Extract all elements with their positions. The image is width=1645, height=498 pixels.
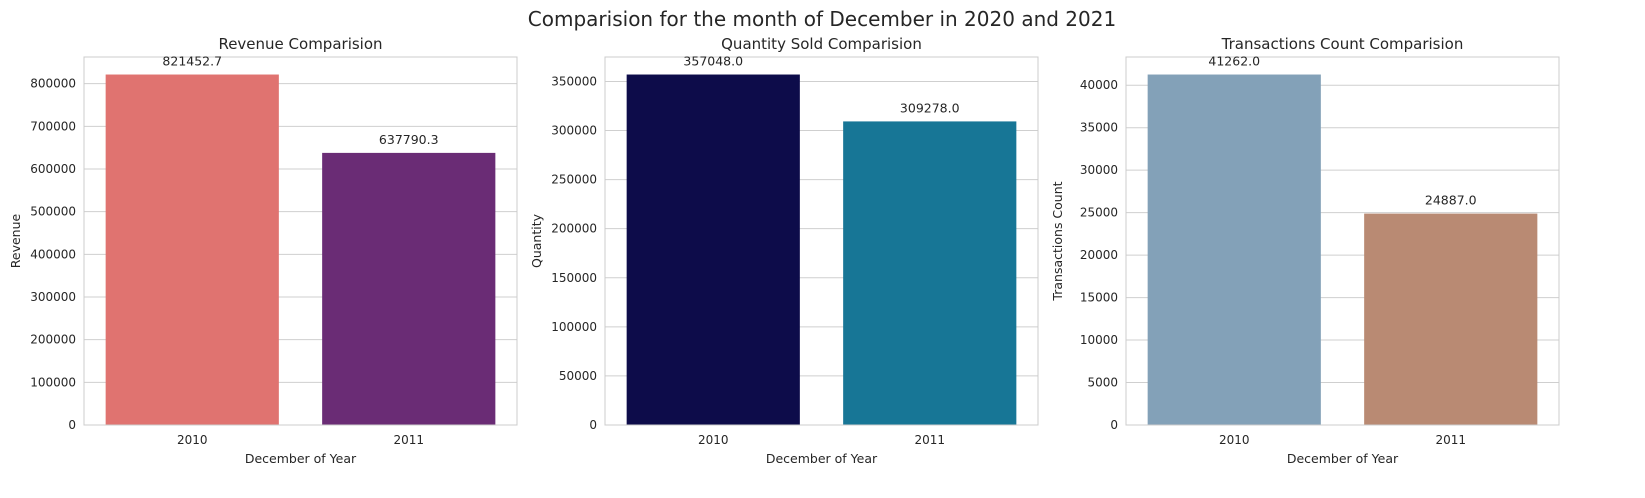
bar-2010 bbox=[1147, 74, 1321, 425]
y-tick-label: 250000 bbox=[551, 173, 597, 187]
y-tick-label: 200000 bbox=[30, 333, 76, 347]
y-tick-label: 600000 bbox=[30, 162, 76, 176]
chart-panel-1: 0 100000 200000 300000 400000 500000 600000 700… bbox=[8, 35, 518, 466]
axes-frame bbox=[83, 56, 518, 426]
axes-container: 0100000200000300000400000500000600000700… bbox=[8, 35, 1560, 466]
bar-2010 bbox=[626, 74, 800, 425]
y-axis-label: Quantity bbox=[529, 213, 544, 268]
bar-2010 bbox=[105, 74, 279, 425]
y-axis-label: Transactions Count bbox=[1050, 181, 1065, 301]
y-tick-label: 50000 bbox=[559, 369, 597, 383]
y-tick-label: 150000 bbox=[551, 271, 597, 285]
x-axis-label: December of Year bbox=[766, 451, 878, 466]
data-label: 637790.3 bbox=[379, 132, 439, 147]
data-label: 357048.0 bbox=[683, 54, 743, 69]
y-tick-label: 500000 bbox=[30, 205, 76, 219]
data-label: 41262.0 bbox=[1208, 54, 1260, 69]
x-axis-label: December of Year bbox=[1287, 451, 1399, 466]
chart-panel-3: 0 5000 10000 15000 20000 25000 30000 35000 40000… bbox=[1050, 35, 1560, 466]
y-tick-label: 300000 bbox=[30, 290, 76, 304]
x-tick-label: 2011 bbox=[393, 433, 424, 447]
bar-2011 bbox=[322, 152, 496, 425]
x-tick-label: 2011 bbox=[1435, 433, 1466, 447]
y-tick-label: 300000 bbox=[551, 124, 597, 138]
y-tick-label: 30000 bbox=[1080, 163, 1118, 177]
axes-title: Quantity Sold Comparision bbox=[721, 35, 922, 53]
x-tick-label: 2010 bbox=[177, 433, 208, 447]
y-tick-label: 40000 bbox=[1080, 78, 1118, 92]
y-tick-label: 700000 bbox=[30, 119, 76, 133]
y-tick-label: 35000 bbox=[1080, 121, 1118, 135]
y-tick-label: 100000 bbox=[30, 375, 76, 389]
data-label: 821452.7 bbox=[162, 54, 222, 69]
chart-panel-2: 0 50000 100000 150000 200000 250000 300000 3500… bbox=[529, 35, 1039, 466]
y-tick-label: 100000 bbox=[551, 320, 597, 334]
y-tick-label: 10000 bbox=[1080, 333, 1118, 347]
y-tick-label: 200000 bbox=[551, 222, 597, 236]
y-tick-label: 20000 bbox=[1080, 248, 1118, 262]
data-label: 24887.0 bbox=[1425, 193, 1477, 208]
y-tick-label: 400000 bbox=[30, 247, 76, 261]
axes-frame bbox=[1125, 56, 1560, 426]
y-tick-label: 5000 bbox=[1087, 376, 1118, 390]
x-tick-label: 2010 bbox=[1219, 433, 1250, 447]
axes-title: Transactions Count Comparision bbox=[1221, 35, 1464, 53]
y-axis-label: Revenue bbox=[8, 213, 23, 268]
y-tick-label: 25000 bbox=[1080, 206, 1118, 220]
x-axis-label: December of Year bbox=[245, 451, 357, 466]
x-tick-label: 2010 bbox=[698, 433, 729, 447]
y-tick-label: 350000 bbox=[551, 74, 597, 88]
bar-2011 bbox=[843, 121, 1017, 425]
y-tick-label: 0 bbox=[68, 418, 76, 432]
y-tick-label: 15000 bbox=[1080, 291, 1118, 305]
y-tick-label: 0 bbox=[1110, 418, 1118, 432]
y-tick-label: 0 bbox=[589, 418, 597, 432]
axes-frame bbox=[604, 56, 1039, 426]
x-tick-label: 2011 bbox=[914, 433, 945, 447]
data-label: 309278.0 bbox=[900, 100, 960, 115]
axes-title: Revenue Comparision bbox=[218, 35, 382, 53]
y-tick-label: 800000 bbox=[30, 77, 76, 91]
bar-2011 bbox=[1364, 213, 1538, 425]
figure-suptitle: Comparision for the month of December in… bbox=[528, 7, 1116, 31]
